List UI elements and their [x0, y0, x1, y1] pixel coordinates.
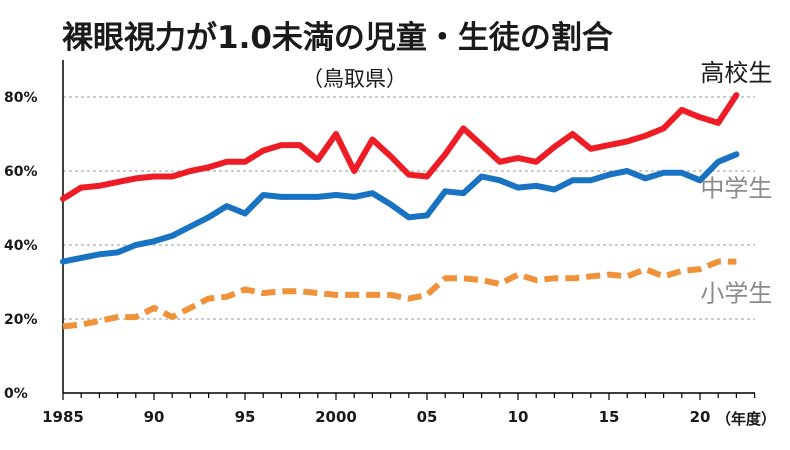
chart-title: 裸眼視力が1.0未満の児童・生徒の割合 — [62, 20, 613, 56]
x-tick-label: 1985 — [42, 408, 84, 426]
x-tick-label: 10 — [508, 408, 529, 426]
x-tick-label: 05 — [417, 408, 438, 426]
series-line-小学生 — [62, 258, 737, 330]
y-tick-label: 20% — [4, 312, 38, 328]
x-tick-label: 2000 — [315, 408, 357, 426]
x-axis-unit: （年度） — [716, 410, 776, 428]
series-label-中学生: 中学生 — [700, 174, 772, 202]
y-tick-label: 0% — [4, 386, 28, 402]
series-lines — [60, 92, 740, 330]
x-tick-label: 15 — [599, 408, 620, 426]
series-label-高校生: 高校生 — [700, 59, 772, 87]
x-tick-label: 95 — [235, 408, 256, 426]
y-tick-label: 60% — [4, 164, 38, 180]
y-axis-ticks: 0% 20% 40% 60% 80% — [4, 90, 38, 402]
x-axis-ticks: 1985 90 95 2000 05 10 15 20 — [42, 393, 756, 426]
y-tick-label: 40% — [4, 238, 38, 254]
gridlines — [63, 96, 755, 320]
series-line-高校生 — [60, 92, 740, 202]
x-tick-label: 90 — [144, 408, 165, 426]
x-tick-label: 20 — [690, 408, 711, 426]
series-line-中学生 — [60, 151, 740, 265]
y-tick-label: 80% — [4, 90, 38, 106]
axes — [62, 60, 755, 394]
chart-subtitle: （鳥取県） — [302, 67, 407, 91]
series-label-小学生: 小学生 — [700, 280, 772, 308]
